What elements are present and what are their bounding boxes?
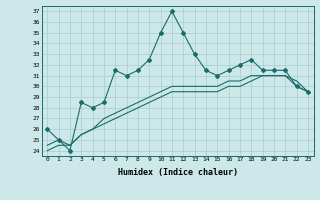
X-axis label: Humidex (Indice chaleur): Humidex (Indice chaleur): [118, 168, 237, 177]
